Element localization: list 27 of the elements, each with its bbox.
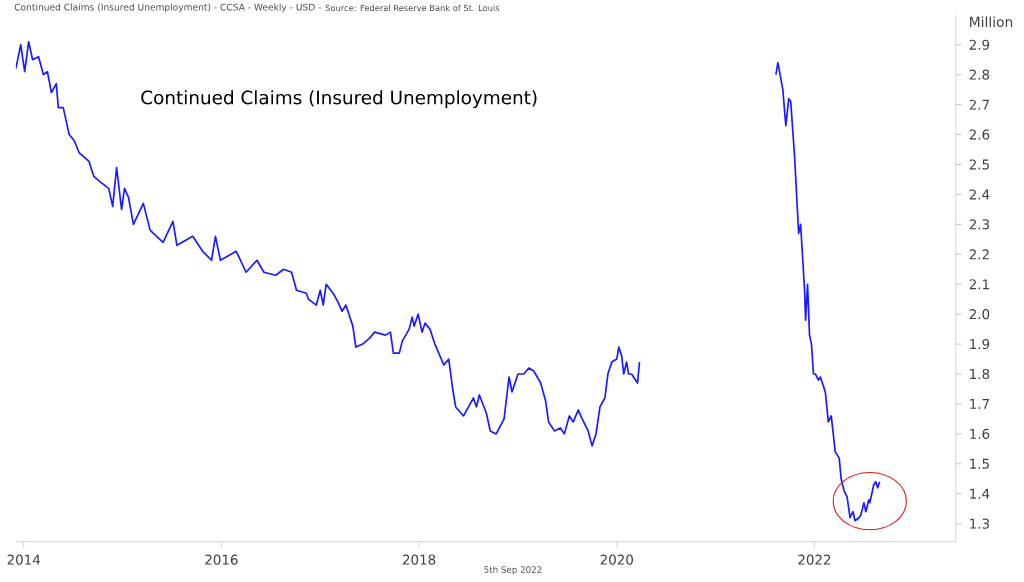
x-tick-label: 2014 <box>7 554 41 565</box>
y-tick-label: 2.7 <box>969 99 989 110</box>
y-tick-label: 2.2 <box>969 249 989 260</box>
y-tick-label: 1.5 <box>970 458 989 469</box>
y-tick-label: 2.4 <box>969 189 990 200</box>
y-tick-label: 1.7 <box>970 398 989 409</box>
x-tick-label: 2022 <box>798 554 831 565</box>
y-tick-label: 1.8 <box>970 368 990 380</box>
y-tick-label: 2.9 <box>969 39 990 50</box>
y-tick-label: 2.8 <box>969 69 990 80</box>
y-tick-label: 1.4 <box>970 488 990 499</box>
y-tick-label: 1.9 <box>970 338 990 350</box>
y-axis-title: Million <box>970 16 1013 27</box>
y-tick-label: 1.3 <box>970 518 990 529</box>
source-note: Source: Federal Reserve Bank of St. Louis <box>325 4 500 12</box>
x-tick-label: 2020 <box>600 554 633 565</box>
y-tick-label: 2.5 <box>969 159 989 170</box>
y-tick-label: 2.3 <box>969 219 990 230</box>
text: Continued Claims (Insured Unemployment) - CCSA - Weekly - USD - <box>14 3 321 13</box>
x-tick-label: 2016 <box>205 554 238 565</box>
x-tick-label: 2018 <box>402 554 436 565</box>
text: Continued Claims (Insured Unemployment) <box>141 90 537 108</box>
y-tick-label: 2.6 <box>969 129 990 140</box>
text: 5th Sep 2022 <box>484 566 542 575</box>
y-tick-label: 2.1 <box>969 279 989 290</box>
y-tick-label: 1.6 <box>970 428 990 439</box>
y-tick-label: 2.0 <box>969 308 990 320</box>
